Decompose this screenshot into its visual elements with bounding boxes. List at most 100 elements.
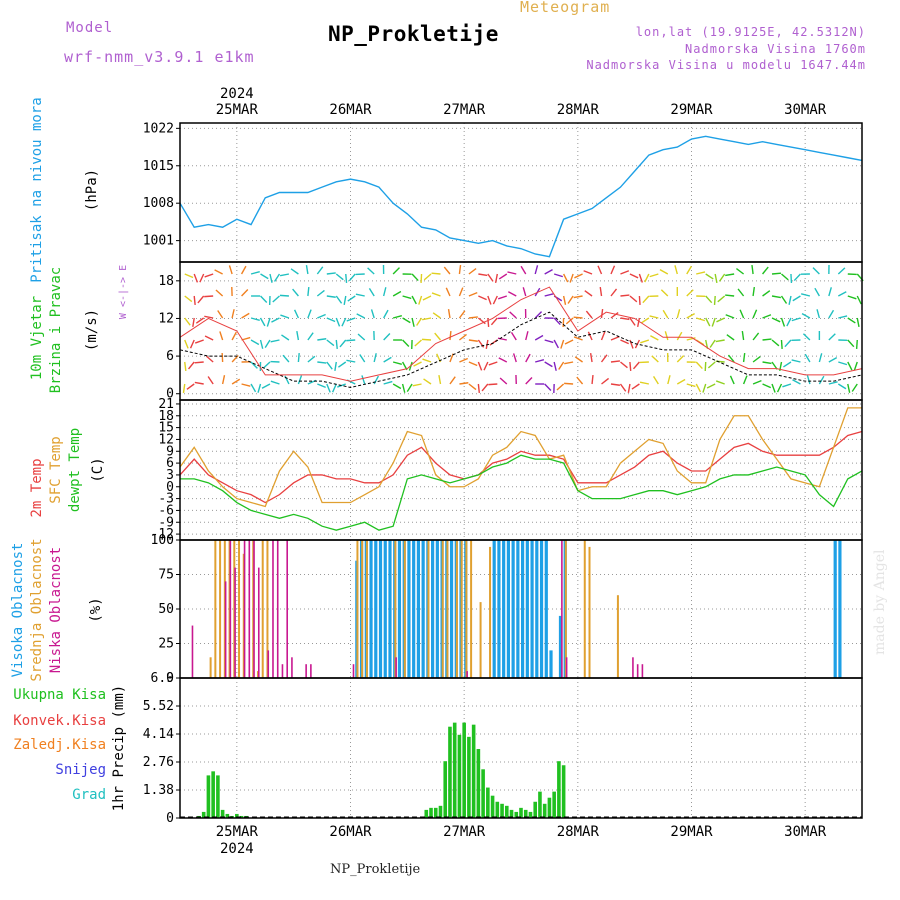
wind-arrow [610,335,620,341]
xtick-label-bottom: 28MAR [557,824,600,840]
wind-arrow [686,337,696,341]
wind-arrow [262,361,271,369]
wind-arrow [468,361,478,367]
wind-arrow [650,335,659,341]
wind-arrow [632,361,640,370]
wind-arrow [567,295,574,304]
wind-arrow [837,267,846,275]
wind-arrow [847,361,853,371]
wind-arrow [702,383,707,393]
wind-arrow [279,294,289,297]
wind-arrow [620,294,630,297]
mid-cloud-bar [479,602,482,678]
wind-arrow [468,383,477,391]
wind-arrow [771,317,781,323]
wind-arrow [296,331,300,341]
wind-frame [179,261,863,401]
wind-arrow [478,295,487,301]
precip-bar [457,734,462,818]
precip-bar [429,807,433,818]
temperature-ytick-label: 15 [158,421,174,436]
high-cloud-bar [421,540,425,678]
low-cloud-bar [229,540,232,678]
wind-arrow [667,375,671,385]
wind-arrow [742,352,746,363]
sfc-temp-axis-label: SFC Temp [48,436,64,503]
wind-arrow [331,383,337,393]
wind-arrow [326,295,336,298]
precip-bar [514,811,519,818]
wind-compass-label: W <-|-> E [118,265,129,319]
wind-arrow [837,383,847,390]
mid-cloud-bar [446,540,449,678]
wind-arrow [828,309,835,319]
wind-arrow [266,317,271,327]
wind-arrow [560,339,565,349]
wind-arrow [564,339,574,345]
high-cloud-bar [506,540,510,678]
pressure-ytick-label: 1015 [143,159,174,174]
wind-arrow [752,309,758,319]
high-cloud-bar [435,540,439,678]
wind-arrow [402,317,411,324]
xtick-label-top: 26MAR [329,102,372,118]
wind-arrow [260,273,269,280]
year-label-bottom: 2024 [220,841,254,857]
wind-arrow [737,288,745,297]
wind-arrow [346,359,356,363]
high-cloud-bar [535,540,539,678]
temperature-frame [179,399,863,541]
precipitation-ytick-label: 5.52 [143,699,174,714]
wind-arrow [498,295,508,300]
wind-arrow [305,265,309,275]
mid-cloud-bar [219,540,222,678]
wind-arrow [423,378,432,385]
low-cloud-bar [632,657,634,678]
low-cloud-bar [267,650,270,678]
wind-arrow [459,382,469,385]
wind-arrow [705,295,713,304]
wind-arrow [273,273,281,282]
wind-arrow [260,295,268,303]
wind-arrow [418,295,423,305]
wind-arrow [205,355,214,363]
wind-arrow [847,383,851,393]
wind-arrow [640,339,650,344]
wind-arrow [644,273,650,283]
wind-arrow [610,383,620,386]
wind-arrow [718,273,726,282]
wind-arrow [408,361,413,371]
high-cloud-bar [431,540,435,678]
wind-arrow [816,309,821,319]
wind-arrow [422,295,432,301]
wind-arrow [231,309,235,319]
wind-arrow [601,377,610,385]
wind-ytick-label: 0 [166,387,174,402]
sfc-temp-line [179,407,862,508]
wind-arrow [492,295,498,305]
wind-arrow [715,339,725,343]
cloud-ytick-label: 50 [158,602,174,617]
wind-arrow [204,335,214,341]
high-cloud-bar [378,540,383,678]
wind-arrow [780,295,788,304]
wind-arrow [629,273,639,279]
temp-2m-line [179,430,863,504]
wind-arrow [241,289,249,297]
wind-arrow [818,375,825,385]
wind-arrow [228,265,233,275]
temperature-ytick-label: 12 [158,432,174,447]
wind-arrow [686,313,695,319]
low-cloud-bar [305,664,307,678]
precip-bar [509,809,514,818]
precip-bar [467,736,471,818]
precipitation-frame [179,677,863,819]
wind-arrow [346,339,356,342]
wind-arrow [345,273,348,284]
precip-axis-label: 1hr Precip (mm) [111,685,127,811]
wind-arrow [814,287,820,297]
wind-arrow [544,269,553,275]
wind-arrow [339,339,347,348]
model-name: wrf-nmm_v3.9.1 e1km [64,48,255,66]
